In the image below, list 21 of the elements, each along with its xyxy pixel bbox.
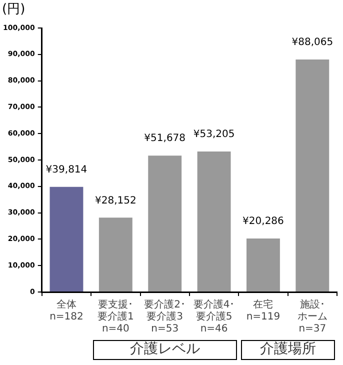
- x-tick-label: 要支援･要介護1 n=40: [97, 298, 134, 335]
- x-tick-label: 在宅 n=119: [246, 298, 280, 323]
- bar: [98, 218, 132, 292]
- text: 介護場所: [240, 340, 335, 360]
- data-label: ¥20,286: [242, 216, 284, 228]
- data-label: ¥53,205: [193, 129, 235, 140]
- data-label: ¥51,678: [144, 133, 186, 144]
- y-axis-title: (円): [2, 2, 26, 17]
- data-label: ¥88,065: [292, 37, 334, 48]
- bar: [148, 156, 182, 292]
- data-label: ¥28,152: [94, 195, 136, 206]
- bar: [246, 238, 280, 292]
- x-tick-label: 要介護4･要介護5 n=46: [193, 298, 235, 335]
- x-tick-label: 全体 n=182: [50, 298, 84, 323]
- x-tick-label: 要介護2･要介護3 n=53: [144, 298, 186, 335]
- data-label: ¥39,814: [46, 164, 88, 176]
- bar: [197, 152, 231, 292]
- x-tick-label: 施設･ホーム n=37: [297, 298, 328, 335]
- bar: [296, 60, 330, 292]
- bar: [50, 186, 84, 292]
- text: 介護レベル: [93, 340, 237, 360]
